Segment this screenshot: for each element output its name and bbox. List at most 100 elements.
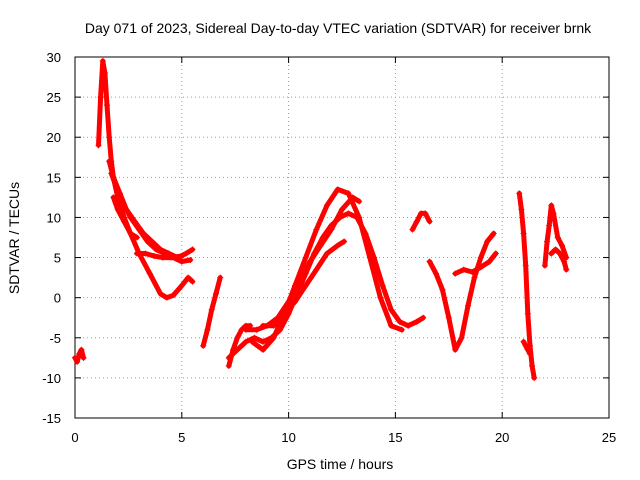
data-point-marker bbox=[72, 354, 78, 361]
data-point-marker bbox=[281, 310, 288, 317]
y-tick-label: 25 bbox=[47, 90, 61, 105]
data-point-marker bbox=[445, 314, 452, 321]
data-point-marker bbox=[422, 210, 429, 217]
data-point-marker bbox=[133, 234, 140, 241]
data-point-marker bbox=[379, 282, 386, 289]
data-point-marker bbox=[253, 326, 260, 333]
data-point-marker bbox=[106, 134, 113, 141]
grid bbox=[75, 57, 609, 418]
data-point-marker bbox=[234, 334, 241, 341]
data-point-marker bbox=[550, 210, 557, 217]
plot-frame bbox=[74, 56, 610, 419]
data-point-marker bbox=[136, 226, 143, 233]
series-line bbox=[521, 339, 533, 357]
data-point-marker bbox=[471, 274, 478, 281]
data-point-marker bbox=[270, 334, 277, 341]
data-point-marker bbox=[526, 350, 533, 357]
data-point-marker bbox=[159, 254, 166, 261]
data-point-marker bbox=[458, 334, 465, 341]
data-point-marker bbox=[524, 346, 531, 353]
data-point-marker bbox=[522, 262, 529, 269]
data-point-marker bbox=[432, 270, 439, 277]
data-point-marker bbox=[178, 282, 185, 289]
data-point-marker bbox=[317, 242, 324, 249]
data-point-marker bbox=[559, 242, 566, 249]
y-tick-label: -5 bbox=[49, 331, 61, 346]
series-arc-19 bbox=[548, 246, 570, 273]
data-point-marker bbox=[259, 346, 266, 353]
data-point-marker bbox=[151, 252, 158, 259]
y-tick-label: -10 bbox=[42, 371, 61, 386]
data-point-marker bbox=[104, 102, 111, 109]
data-point-marker bbox=[377, 294, 384, 301]
series-arc-02 bbox=[95, 58, 196, 301]
data-point-marker bbox=[469, 268, 476, 275]
data-point-marker bbox=[520, 230, 527, 237]
data-point-marker bbox=[97, 94, 104, 101]
data-point-marker bbox=[249, 338, 256, 345]
data-point-marker bbox=[439, 286, 446, 293]
data-point-marker bbox=[101, 70, 108, 77]
data-point-marker bbox=[144, 238, 151, 245]
data-point-marker bbox=[121, 218, 128, 225]
data-point-marker bbox=[170, 292, 177, 299]
data-point-marker bbox=[296, 278, 303, 285]
x-tick-label: 25 bbox=[602, 430, 616, 445]
data-point-marker bbox=[118, 198, 125, 205]
data-point-marker bbox=[524, 310, 531, 317]
data-point-marker bbox=[388, 322, 395, 329]
data-point-marker bbox=[189, 246, 196, 253]
data-point-marker bbox=[302, 254, 309, 261]
data-point-marker bbox=[127, 230, 134, 237]
data-point-marker bbox=[413, 318, 420, 325]
data-point-marker bbox=[242, 326, 249, 333]
data-point-marker bbox=[409, 226, 416, 233]
data-point-marker bbox=[396, 318, 403, 325]
data-point-marker bbox=[552, 246, 559, 253]
data-point-marker bbox=[313, 226, 320, 233]
data-point-marker bbox=[114, 206, 121, 213]
data-point-marker bbox=[345, 190, 352, 197]
data-point-marker bbox=[76, 350, 83, 357]
y-tick-label: 10 bbox=[47, 210, 61, 225]
data-point-marker bbox=[112, 182, 119, 189]
data-point-marker bbox=[259, 338, 266, 345]
data-point-marker bbox=[420, 314, 427, 321]
data-point-marker bbox=[460, 266, 467, 273]
data-point-marker bbox=[212, 290, 219, 297]
data-point-marker bbox=[142, 250, 149, 257]
series-arc-12 bbox=[259, 238, 348, 329]
data-point-marker bbox=[452, 346, 459, 353]
data-point-marker bbox=[187, 256, 194, 263]
data-point-marker bbox=[341, 238, 348, 245]
data-point-marker bbox=[208, 306, 215, 313]
series-arc-05 bbox=[110, 194, 140, 241]
data-point-marker bbox=[356, 198, 363, 205]
series-line bbox=[452, 251, 499, 277]
data-point-marker bbox=[183, 250, 190, 257]
data-point-marker bbox=[398, 326, 405, 333]
data-point-marker bbox=[270, 322, 277, 329]
data-point-marker bbox=[541, 262, 548, 269]
data-point-marker bbox=[544, 238, 551, 245]
series-line bbox=[516, 190, 537, 381]
data-point-marker bbox=[518, 206, 525, 213]
x-tick-label: 10 bbox=[281, 430, 295, 445]
data-point-marker bbox=[548, 250, 555, 257]
series-arc-13 bbox=[409, 210, 433, 233]
data-point-marker bbox=[548, 202, 555, 209]
y-tick-label: 0 bbox=[54, 291, 61, 306]
data-point-marker bbox=[465, 302, 472, 309]
data-point-marker bbox=[561, 258, 568, 265]
data-point-marker bbox=[324, 250, 331, 257]
data-point-marker bbox=[490, 230, 497, 237]
data-point-marker bbox=[292, 298, 299, 305]
data-point-marker bbox=[204, 326, 211, 333]
data-point-marker bbox=[486, 258, 493, 265]
series-arc-14 bbox=[426, 230, 497, 353]
data-point-marker bbox=[477, 264, 484, 271]
data-point-marker bbox=[200, 342, 207, 349]
series-arc-06 bbox=[133, 250, 185, 261]
data-point-marker bbox=[388, 306, 395, 313]
data-point-marker bbox=[520, 338, 527, 345]
